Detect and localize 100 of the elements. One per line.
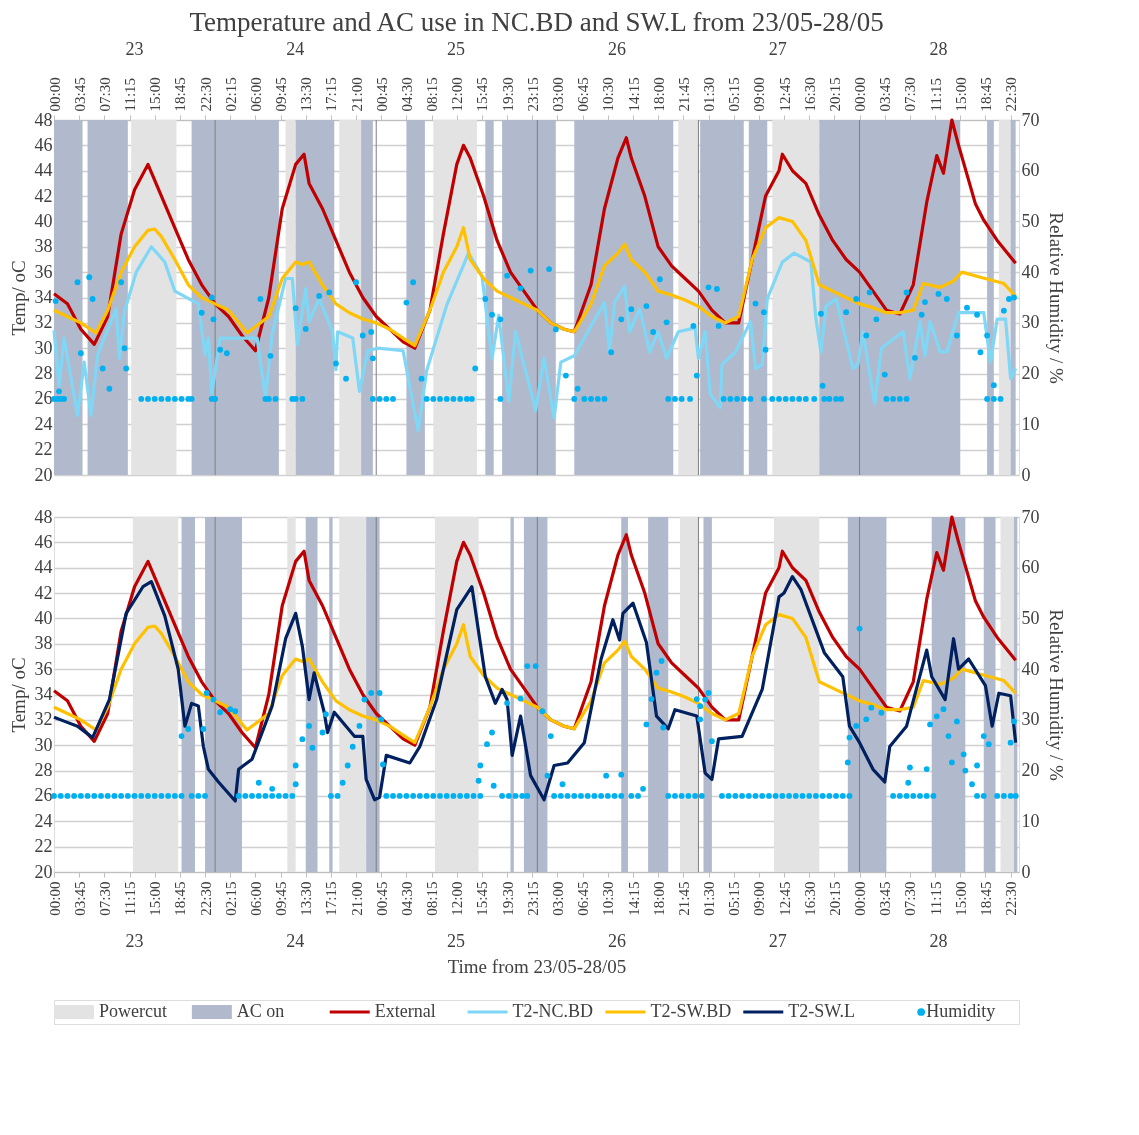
y-tick-label: 34: [34, 287, 53, 307]
y-axis-title: Temp/ oC: [7, 657, 29, 733]
legend-label: T2-NC.BD: [512, 1001, 594, 1021]
y-tick-label: 22: [34, 439, 53, 460]
x-tick-label: 09:00: [751, 77, 768, 112]
text: 27: [768, 931, 787, 951]
x-tick-label: 05:15: [726, 77, 743, 112]
y-tick-label: 40: [34, 210, 53, 231]
legend-label: Humidity: [926, 1001, 996, 1021]
y2-tick-label: 50: [1021, 607, 1040, 628]
y-tick-label: 26: [34, 388, 53, 409]
legend-label: External: [374, 1001, 436, 1021]
y-tick-label: 28: [34, 760, 53, 781]
x-tick-label: 00:00: [46, 881, 63, 916]
x-tick-label: 15:00: [147, 881, 164, 916]
x-tick-label: 07:30: [96, 77, 113, 112]
y2-axis-title: Relative Humidity / %: [1045, 609, 1067, 781]
y-tick-label: 32: [34, 709, 53, 730]
x-tick-label: 06:45: [575, 77, 592, 112]
y-tick-label: 28: [34, 363, 53, 384]
y-tick-label: 40: [34, 607, 53, 628]
x-tick-label: 13:30: [298, 881, 315, 916]
y2-tick-label: 30: [1021, 709, 1040, 730]
x-tick-label: 18:45: [977, 881, 994, 916]
text: 26: [607, 39, 626, 59]
legend-label: Powercut: [99, 1001, 167, 1021]
y-tick-label: 42: [34, 582, 53, 603]
text: 23: [125, 39, 144, 59]
y-tick-label: 24: [34, 810, 53, 831]
x-tick-label: 15:00: [952, 77, 969, 112]
text: 23: [125, 931, 144, 951]
x-tick-label: 18:00: [650, 881, 667, 916]
y2-tick-label: 30: [1021, 312, 1040, 333]
y2-tick-label: 10: [1021, 413, 1040, 434]
x-tick-label: 03:45: [877, 881, 894, 916]
y-tick-label: 22: [34, 836, 53, 857]
y2-tick-label: 70: [1021, 506, 1040, 527]
y-tick-label: 20: [34, 464, 53, 485]
x-tick-label: 02:15: [222, 881, 239, 916]
x-tick-label: 22:30: [1003, 881, 1020, 916]
y-tick-label: 42: [34, 185, 53, 206]
y2-tick-label: 20: [1021, 363, 1040, 384]
y2-tick-label: 20: [1021, 760, 1040, 781]
x-tick-label: 15:00: [952, 881, 969, 916]
x-tick-label: 09:00: [751, 881, 768, 916]
legend-label: T2-SW.L: [788, 1001, 856, 1021]
x-tick-label: 02:15: [222, 77, 239, 112]
x-tick-label: 03:45: [71, 77, 88, 112]
x-tick-label: 17:15: [323, 881, 340, 916]
x-tick-label: 04:30: [398, 881, 415, 916]
x-tick-label: 06:45: [575, 881, 592, 916]
x-tick-label: 04:30: [398, 77, 415, 112]
y2-axis-title: Relative Humidity / %: [1045, 212, 1067, 384]
x-tick-label: 01:30: [701, 77, 718, 112]
y-axis-title: Temp/ oC: [7, 260, 29, 336]
x-tick-label: 12:00: [449, 77, 466, 112]
x-tick-label: 20:15: [826, 77, 843, 112]
x-tick-label: 11:15: [927, 77, 944, 112]
x-tick-label: 01:30: [701, 881, 718, 916]
y2-tick-label: 70: [1021, 109, 1040, 130]
x-tick-label: 00:45: [373, 881, 390, 916]
y-tick-label: 36: [34, 658, 53, 679]
y2-tick-label: 40: [1021, 658, 1040, 679]
y-tick-label: 44: [34, 557, 53, 578]
x-axis-title: Time from 23/05-28/05: [447, 955, 627, 977]
x-tick-label: 12:00: [449, 881, 466, 916]
y-tick-label: 38: [34, 236, 53, 257]
y2-tick-label: 40: [1021, 261, 1040, 282]
x-tick-label: 18:45: [172, 881, 189, 916]
y2-tick-label: 0: [1021, 464, 1031, 485]
x-tick-label: 19:30: [499, 77, 516, 112]
x-tick-label: 11:15: [122, 77, 139, 112]
y2-tick-label: 0: [1021, 861, 1031, 882]
y-tick-label: 38: [34, 633, 53, 654]
y2-tick-label: 10: [1021, 810, 1040, 831]
text: 24: [286, 39, 305, 59]
y-tick-label: 32: [34, 312, 53, 333]
x-tick-label: 09:45: [273, 77, 290, 112]
x-tick-label: 12:45: [776, 881, 793, 916]
x-tick-label: 18:00: [650, 77, 667, 112]
x-tick-label: 06:00: [247, 77, 264, 112]
text: 24: [286, 931, 305, 951]
y2-tick-label: 60: [1021, 160, 1040, 181]
x-tick-label: 15:00: [147, 77, 164, 112]
text: 26: [607, 931, 626, 951]
x-tick-label: 18:45: [172, 77, 189, 112]
x-tick-label: 07:30: [902, 77, 919, 112]
y-tick-label: 46: [34, 531, 53, 552]
x-tick-label: 19:30: [499, 881, 516, 916]
x-tick-label: 06:00: [247, 881, 264, 916]
x-tick-label: 07:30: [902, 881, 919, 916]
y-tick-label: 26: [34, 785, 53, 806]
x-tick-label: 00:00: [852, 77, 869, 112]
y2-tick-label: 50: [1021, 210, 1040, 231]
x-tick-label: 21:45: [675, 77, 692, 112]
x-tick-label: 10:30: [600, 77, 617, 112]
x-tick-label: 11:15: [927, 881, 944, 916]
x-tick-label: 00:00: [852, 881, 869, 916]
x-tick-label: 20:15: [826, 881, 843, 916]
x-tick-label: 10:30: [600, 881, 617, 916]
